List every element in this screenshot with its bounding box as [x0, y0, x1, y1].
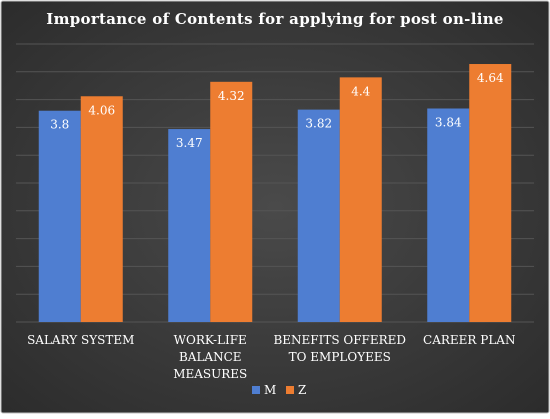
legend-swatch-m — [252, 386, 260, 394]
value-label: 3.47 — [176, 136, 203, 150]
bar-z-0 — [80, 96, 123, 322]
bar-z-2 — [339, 77, 382, 322]
category-label-line: SALARY SYSTEM — [27, 333, 134, 347]
legend-swatch-z — [286, 386, 294, 394]
value-label: 3.82 — [305, 117, 332, 131]
category-label: BENEFITS OFFERED TO EMPLOYEES — [273, 333, 406, 364]
category-label-line: BENEFITS OFFERED — [273, 333, 406, 347]
category-label: WORK-LIFE BALANCE MEASURES — [173, 333, 247, 381]
bars — [38, 64, 512, 323]
bar-z-3 — [469, 64, 512, 323]
value-labels: 3.8 4.06 3.47 4.32 3.82 4.4 3.84 4.64 — [50, 71, 504, 150]
bar-m-2 — [297, 109, 340, 322]
value-label: 4.32 — [218, 89, 245, 103]
bar-m-1 — [168, 129, 211, 322]
value-label: 4.06 — [88, 103, 115, 117]
legend-label-m: M — [264, 383, 276, 397]
category-label-line: MEASURES — [173, 367, 247, 381]
category-label-line: TO EMPLOYEES — [289, 350, 391, 364]
bar-m-3 — [427, 108, 470, 322]
value-label: 4.4 — [351, 84, 370, 98]
category-label-line: WORK-LIFE — [174, 333, 247, 347]
category-label: SALARY SYSTEM — [27, 333, 134, 347]
bar-z-1 — [210, 81, 253, 322]
chart-title: Importance of Contents for applying for … — [46, 10, 504, 28]
category-label-line: CAREER PLAN — [423, 333, 515, 347]
value-label: 3.8 — [50, 118, 69, 132]
category-label: CAREER PLAN — [423, 333, 515, 347]
legend-label-z: Z — [298, 383, 306, 397]
category-label-line: BALANCE — [179, 350, 242, 364]
value-label: 3.84 — [435, 115, 462, 129]
category-labels: SALARY SYSTEM WORK-LIFE BALANCE MEASURES BEN… — [27, 333, 515, 381]
bar-m-0 — [38, 110, 81, 322]
value-label: 4.64 — [477, 71, 504, 85]
